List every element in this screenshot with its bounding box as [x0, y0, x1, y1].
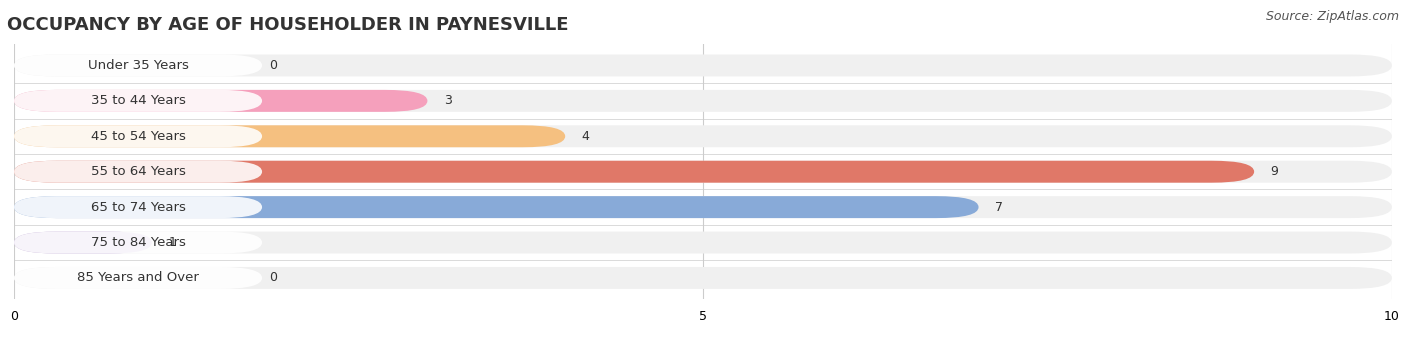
FancyBboxPatch shape	[14, 161, 1392, 183]
Text: Source: ZipAtlas.com: Source: ZipAtlas.com	[1265, 10, 1399, 23]
Text: 1: 1	[169, 236, 176, 249]
FancyBboxPatch shape	[14, 232, 1392, 254]
FancyBboxPatch shape	[14, 125, 565, 147]
FancyBboxPatch shape	[14, 54, 1392, 76]
FancyBboxPatch shape	[14, 232, 152, 254]
FancyBboxPatch shape	[14, 267, 262, 289]
FancyBboxPatch shape	[14, 196, 262, 218]
Text: 3: 3	[444, 95, 451, 107]
Text: 75 to 84 Years: 75 to 84 Years	[90, 236, 186, 249]
FancyBboxPatch shape	[14, 90, 262, 112]
Text: 65 to 74 Years: 65 to 74 Years	[90, 201, 186, 214]
FancyBboxPatch shape	[14, 161, 262, 183]
FancyBboxPatch shape	[14, 196, 1392, 218]
FancyBboxPatch shape	[14, 232, 262, 254]
FancyBboxPatch shape	[14, 267, 1392, 289]
Text: 35 to 44 Years: 35 to 44 Years	[90, 95, 186, 107]
Text: 4: 4	[582, 130, 589, 143]
FancyBboxPatch shape	[14, 54, 262, 76]
Text: 0: 0	[269, 59, 277, 72]
Text: 7: 7	[995, 201, 1002, 214]
FancyBboxPatch shape	[14, 196, 979, 218]
FancyBboxPatch shape	[14, 161, 1254, 183]
FancyBboxPatch shape	[14, 125, 262, 147]
FancyBboxPatch shape	[14, 90, 427, 112]
Text: 45 to 54 Years: 45 to 54 Years	[90, 130, 186, 143]
Text: 9: 9	[1271, 165, 1278, 178]
Text: Under 35 Years: Under 35 Years	[87, 59, 188, 72]
FancyBboxPatch shape	[14, 125, 1392, 147]
FancyBboxPatch shape	[14, 90, 1392, 112]
Text: 0: 0	[269, 271, 277, 285]
Text: 55 to 64 Years: 55 to 64 Years	[90, 165, 186, 178]
Text: 85 Years and Over: 85 Years and Over	[77, 271, 200, 285]
Text: OCCUPANCY BY AGE OF HOUSEHOLDER IN PAYNESVILLE: OCCUPANCY BY AGE OF HOUSEHOLDER IN PAYNE…	[7, 16, 568, 34]
